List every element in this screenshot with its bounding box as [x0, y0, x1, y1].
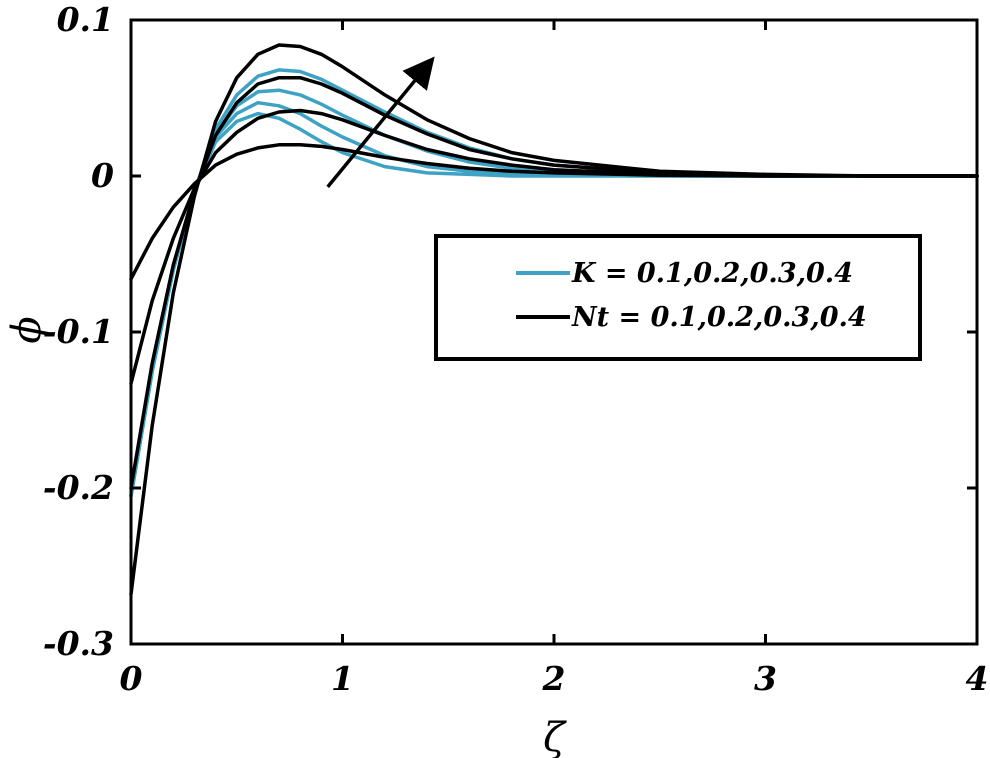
x-tick-label: 4 — [966, 659, 989, 698]
legend-label-nt: Nt = 0.1,0.2,0.3,0.4 — [571, 302, 867, 333]
x-axis-label: ζ — [543, 715, 567, 758]
legend-box — [434, 234, 922, 361]
legend: K = 0.1,0.2,0.3,0.4 Nt = 0.1,0.2,0.3,0.4 — [434, 234, 922, 361]
trend-arrow — [326, 56, 435, 189]
x-tick-label: 0 — [120, 659, 143, 698]
series-line-nt-4 — [129, 43, 979, 596]
tick-layer: 0 1 2 3 4 -0.3 -0.2 -0.1 0 0.1 — [43, 0, 989, 698]
y-tick-label: -0.2 — [43, 468, 114, 507]
y-tick-label: 0 — [91, 156, 114, 195]
y-tick-label: -0.3 — [43, 624, 114, 663]
x-tick-label: 1 — [331, 659, 354, 698]
annotation-layer — [326, 56, 435, 189]
y-tick-label: 0.1 — [57, 0, 114, 39]
x-tick-label: 2 — [542, 659, 566, 698]
legend-label-k: K = 0.1,0.2,0.3,0.4 — [571, 258, 853, 289]
y-tick-label: -0.1 — [43, 312, 114, 351]
series-layer — [129, 43, 979, 596]
x-tick-label: 3 — [754, 659, 777, 698]
y-axis-label: ϕ — [4, 316, 50, 343]
